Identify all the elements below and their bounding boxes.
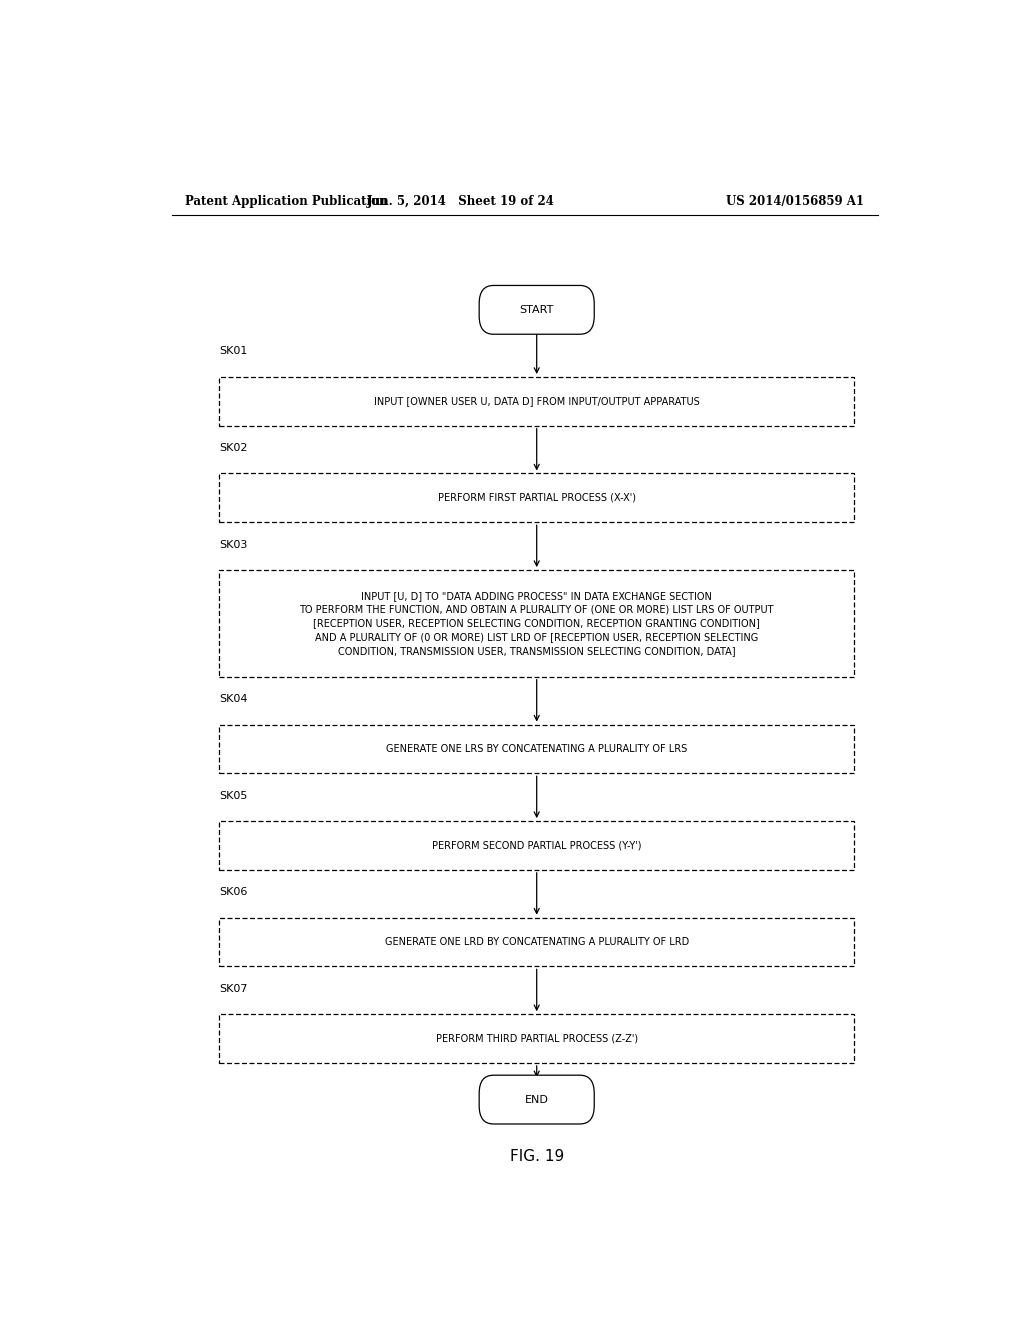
Text: SK06: SK06	[219, 887, 248, 898]
Text: Jun. 5, 2014   Sheet 19 of 24: Jun. 5, 2014 Sheet 19 of 24	[368, 194, 555, 207]
Text: SK01: SK01	[219, 346, 248, 356]
Text: INPUT [OWNER USER U, DATA D] FROM INPUT/OUTPUT APPARATUS: INPUT [OWNER USER U, DATA D] FROM INPUT/…	[374, 396, 699, 407]
Text: GENERATE ONE LRD BY CONCATENATING A PLURALITY OF LRD: GENERATE ONE LRD BY CONCATENATING A PLUR…	[385, 937, 689, 946]
Text: US 2014/0156859 A1: US 2014/0156859 A1	[726, 194, 864, 207]
FancyBboxPatch shape	[219, 378, 854, 426]
FancyBboxPatch shape	[479, 1076, 594, 1125]
FancyBboxPatch shape	[219, 725, 854, 774]
FancyBboxPatch shape	[219, 570, 854, 677]
Text: SK05: SK05	[219, 791, 248, 801]
Text: FIG. 19: FIG. 19	[510, 1150, 564, 1164]
Text: SK03: SK03	[219, 540, 248, 549]
Text: INPUT [U, D] TO "DATA ADDING PROCESS" IN DATA EXCHANGE SECTION
TO PERFORM THE FU: INPUT [U, D] TO "DATA ADDING PROCESS" IN…	[299, 591, 774, 656]
FancyBboxPatch shape	[479, 285, 594, 334]
Text: GENERATE ONE LRS BY CONCATENATING A PLURALITY OF LRS: GENERATE ONE LRS BY CONCATENATING A PLUR…	[386, 744, 687, 754]
Text: PERFORM SECOND PARTIAL PROCESS (Y-Y'): PERFORM SECOND PARTIAL PROCESS (Y-Y')	[432, 841, 641, 850]
Text: PERFORM FIRST PARTIAL PROCESS (X-X'): PERFORM FIRST PARTIAL PROCESS (X-X')	[437, 492, 636, 503]
Text: SK04: SK04	[219, 694, 248, 704]
FancyBboxPatch shape	[219, 917, 854, 966]
Text: SK02: SK02	[219, 444, 248, 453]
Text: SK07: SK07	[219, 983, 248, 994]
Text: START: START	[519, 305, 554, 315]
FancyBboxPatch shape	[219, 1014, 854, 1063]
Text: Patent Application Publication: Patent Application Publication	[185, 194, 388, 207]
Text: PERFORM THIRD PARTIAL PROCESS (Z-Z'): PERFORM THIRD PARTIAL PROCESS (Z-Z')	[435, 1034, 638, 1044]
FancyBboxPatch shape	[219, 474, 854, 523]
Text: END: END	[524, 1094, 549, 1105]
FancyBboxPatch shape	[219, 821, 854, 870]
